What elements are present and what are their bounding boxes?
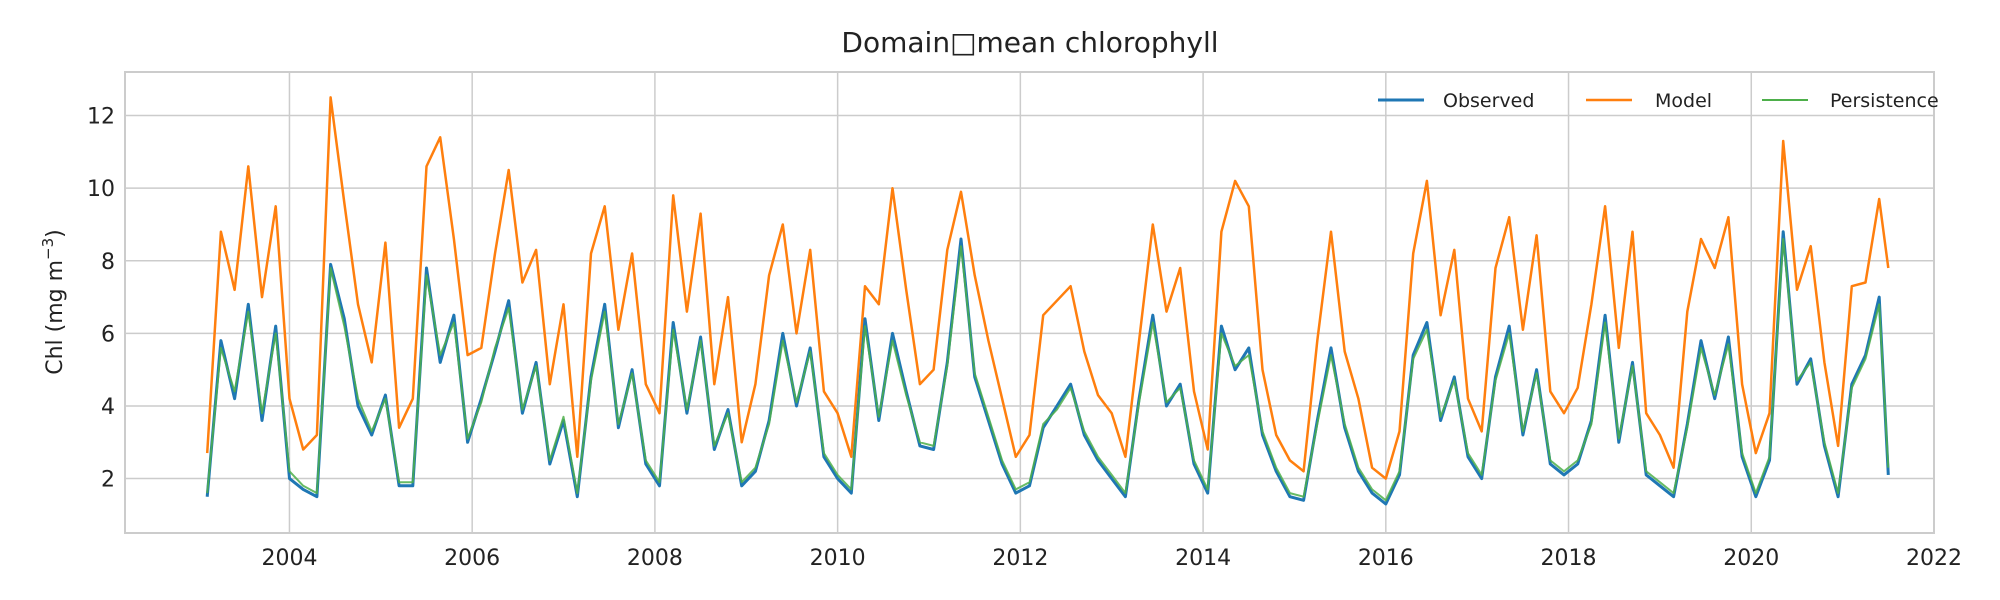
y-tick-label: 12 bbox=[87, 105, 115, 130]
y-axis-label: Chl (mg m−3) bbox=[39, 229, 68, 375]
x-tick-label: 2020 bbox=[1723, 546, 1779, 571]
x-tick-label: 2008 bbox=[627, 546, 683, 571]
y-tick-label: 8 bbox=[101, 250, 115, 275]
x-tick-label: 2016 bbox=[1358, 546, 1414, 571]
series-line-model bbox=[205, 96, 1890, 480]
y-axis-label-suffix: ) bbox=[43, 229, 68, 238]
plot-frame bbox=[124, 71, 1935, 534]
y-axis-label-superscript: −3 bbox=[39, 238, 57, 260]
y-axis-label-main: Chl (mg m bbox=[43, 260, 68, 375]
legend-label-observed: Observed bbox=[1443, 90, 1534, 112]
x-tick-label: 2006 bbox=[444, 546, 500, 571]
chart-title: Domain□mean chlorophyll bbox=[841, 26, 1218, 59]
y-tick-label: 2 bbox=[101, 468, 115, 493]
x-tick-label: 2022 bbox=[1906, 546, 1962, 571]
series-lines bbox=[205, 96, 1890, 506]
x-tick-label: 2010 bbox=[810, 546, 866, 571]
grid-lines bbox=[125, 72, 1935, 533]
y-tick-label: 10 bbox=[87, 177, 115, 202]
legend: Observed Model Persistence bbox=[1378, 90, 1939, 112]
x-tick-labels: 2004 2006 2008 2010 2012 2014 2016 2018 2020 2022 bbox=[261, 546, 1962, 571]
x-tick-label: 2014 bbox=[1175, 546, 1231, 571]
y-tick-label: 6 bbox=[101, 322, 115, 347]
legend-label-persistence: Persistence bbox=[1830, 90, 1939, 112]
series-line-persistence bbox=[206, 238, 1890, 502]
y-tick-label: 4 bbox=[101, 395, 115, 420]
y-tick-labels: 2 4 6 8 10 12 bbox=[87, 105, 115, 493]
legend-label-model: Model bbox=[1655, 90, 1712, 112]
x-tick-label: 2004 bbox=[261, 546, 317, 571]
x-tick-label: 2012 bbox=[992, 546, 1048, 571]
x-tick-label: 2018 bbox=[1541, 546, 1597, 571]
